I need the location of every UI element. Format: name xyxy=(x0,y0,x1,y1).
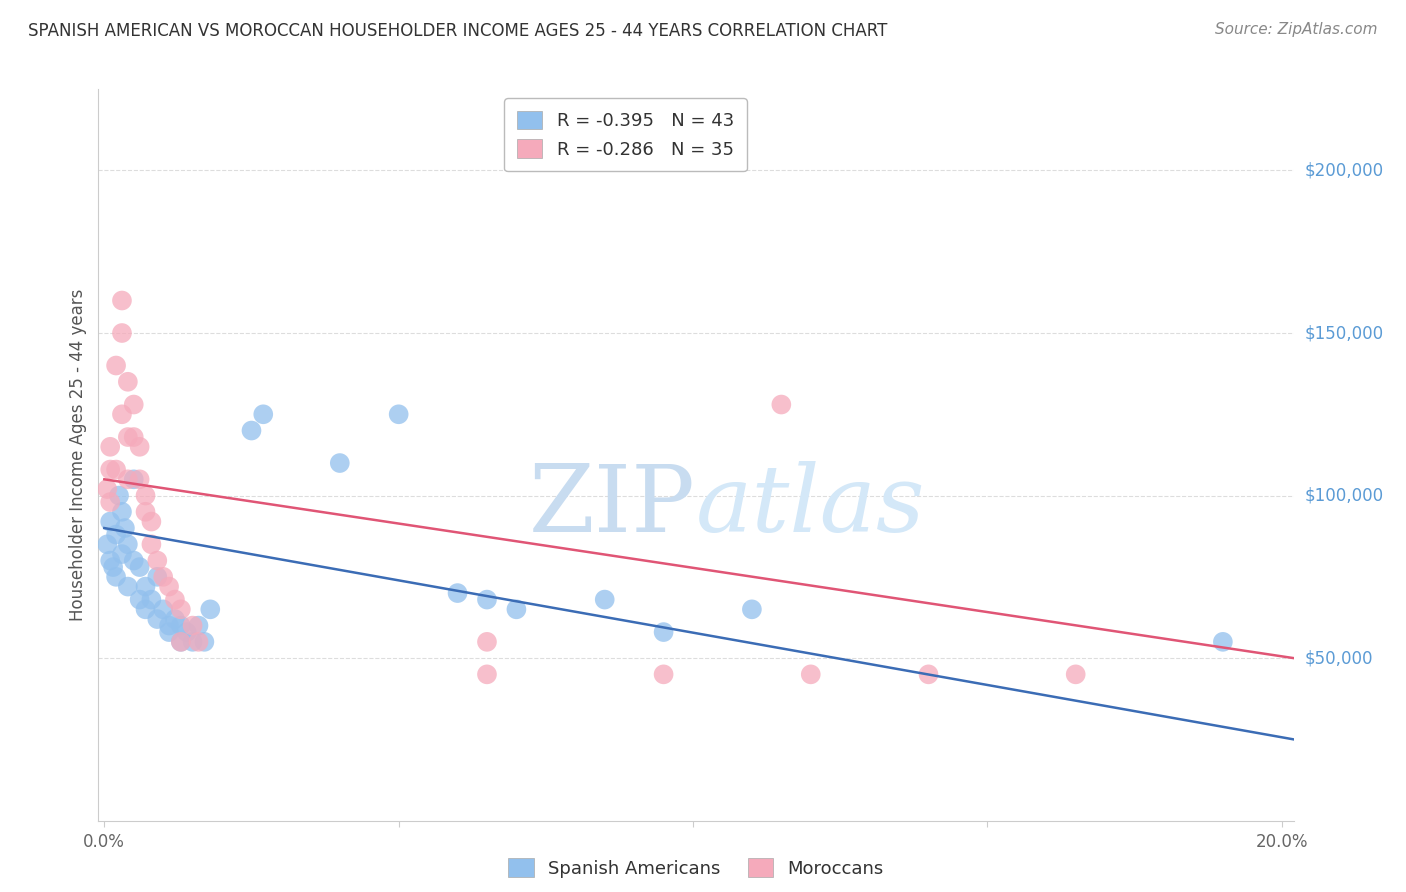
Point xyxy=(329,456,352,470)
Point xyxy=(152,570,174,584)
Point xyxy=(475,667,498,681)
Point xyxy=(141,592,163,607)
Point xyxy=(193,635,215,649)
Text: $150,000: $150,000 xyxy=(1305,324,1384,342)
Point xyxy=(98,440,121,454)
Text: atlas: atlas xyxy=(696,461,925,551)
Point xyxy=(163,612,186,626)
Y-axis label: Householder Income Ages 25 - 44 years: Householder Income Ages 25 - 44 years xyxy=(69,289,87,621)
Point xyxy=(170,618,193,632)
Text: $200,000: $200,000 xyxy=(1305,161,1384,179)
Point xyxy=(252,407,274,421)
Point xyxy=(917,667,939,681)
Point xyxy=(134,505,156,519)
Point xyxy=(117,430,139,444)
Point xyxy=(388,407,411,421)
Point xyxy=(187,618,209,632)
Point xyxy=(98,515,121,529)
Point xyxy=(152,602,174,616)
Point xyxy=(122,553,145,567)
Point xyxy=(117,580,139,594)
Point xyxy=(98,495,121,509)
Point xyxy=(475,635,498,649)
Point xyxy=(96,537,118,551)
Point xyxy=(1212,635,1234,649)
Point xyxy=(98,462,121,476)
Point xyxy=(105,570,128,584)
Point xyxy=(117,537,139,551)
Point xyxy=(146,570,169,584)
Point xyxy=(176,625,198,640)
Point xyxy=(111,505,134,519)
Point xyxy=(108,489,131,503)
Point xyxy=(128,592,150,607)
Legend: Spanish Americans, Moroccans: Spanish Americans, Moroccans xyxy=(501,851,891,885)
Point xyxy=(170,635,193,649)
Point xyxy=(181,618,204,632)
Point xyxy=(652,667,675,681)
Text: SPANISH AMERICAN VS MOROCCAN HOUSEHOLDER INCOME AGES 25 - 44 YEARS CORRELATION C: SPANISH AMERICAN VS MOROCCAN HOUSEHOLDER… xyxy=(28,22,887,40)
Text: Source: ZipAtlas.com: Source: ZipAtlas.com xyxy=(1215,22,1378,37)
Point xyxy=(96,482,118,496)
Point xyxy=(593,592,616,607)
Point xyxy=(122,472,145,486)
Text: $50,000: $50,000 xyxy=(1305,649,1374,667)
Point xyxy=(652,625,675,640)
Point xyxy=(134,580,156,594)
Point xyxy=(1064,667,1087,681)
Point xyxy=(240,424,263,438)
Point xyxy=(114,521,136,535)
Point xyxy=(181,635,204,649)
Point xyxy=(141,515,163,529)
Point xyxy=(800,667,823,681)
Point xyxy=(187,635,209,649)
Point xyxy=(475,592,498,607)
Point xyxy=(105,359,128,373)
Point xyxy=(111,547,134,561)
Point xyxy=(446,586,468,600)
Point xyxy=(134,602,156,616)
Point xyxy=(741,602,763,616)
Point xyxy=(157,625,180,640)
Point xyxy=(146,553,169,567)
Point xyxy=(111,293,134,308)
Point xyxy=(111,326,134,340)
Point xyxy=(128,472,150,486)
Point xyxy=(170,602,193,616)
Text: ZIP: ZIP xyxy=(529,461,696,551)
Point xyxy=(200,602,222,616)
Point xyxy=(157,580,180,594)
Point xyxy=(505,602,527,616)
Point xyxy=(157,618,180,632)
Point xyxy=(111,407,134,421)
Point xyxy=(146,612,169,626)
Point xyxy=(128,560,150,574)
Point xyxy=(122,430,145,444)
Point xyxy=(134,489,156,503)
Point xyxy=(105,462,128,476)
Text: $100,000: $100,000 xyxy=(1305,486,1384,505)
Point xyxy=(122,398,145,412)
Point xyxy=(128,440,150,454)
Point xyxy=(105,527,128,541)
Point xyxy=(98,553,121,567)
Point xyxy=(117,375,139,389)
Point xyxy=(117,472,139,486)
Point xyxy=(141,537,163,551)
Point xyxy=(163,592,186,607)
Point xyxy=(101,560,124,574)
Point xyxy=(170,635,193,649)
Point xyxy=(770,398,793,412)
